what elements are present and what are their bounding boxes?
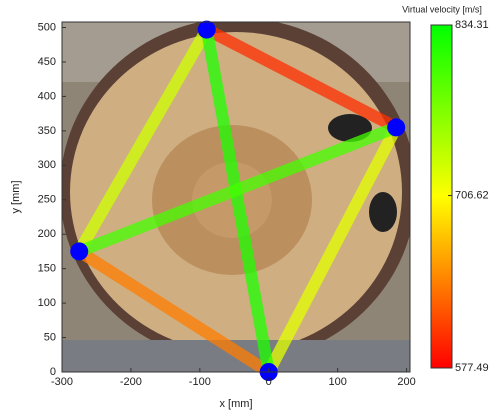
y-tick-label: 400 — [38, 90, 56, 102]
x-tick-label: 0 — [266, 376, 272, 388]
y-tick-label: 150 — [38, 263, 56, 275]
y-tick-label: 0 — [50, 366, 56, 378]
x-tick-label: 100 — [328, 376, 346, 388]
x-axis-label: x [mm] — [220, 398, 253, 410]
colorbar-tick-label: 834.31 — [455, 19, 489, 31]
colorbar-tick-label: 577.49 — [455, 362, 489, 374]
y-tick-label: 450 — [38, 56, 56, 68]
y-tick-label: 200 — [38, 228, 56, 240]
x-tick-label: 200 — [397, 376, 415, 388]
colorbar — [431, 25, 452, 368]
y-tick-label: 350 — [38, 125, 56, 137]
y-tick-label: 100 — [38, 297, 56, 309]
sensor — [70, 242, 88, 260]
sensor — [387, 118, 405, 136]
y-tick-label: 250 — [38, 194, 56, 206]
x-tick-label: -100 — [189, 376, 211, 388]
colorbar-label: Virtual velocity [m/s] — [402, 4, 482, 14]
y-tick-label: 300 — [38, 159, 56, 171]
y-tick-label: 50 — [44, 331, 56, 343]
colorbar-tick-label: 706.62 — [455, 189, 489, 201]
y-tick-label: 500 — [38, 21, 56, 33]
chart: x [mm] y [mm] Virtual velocity [m/s] -30… — [0, 0, 501, 416]
y-axis-label: y [mm] — [10, 181, 22, 214]
sensor — [198, 21, 216, 39]
x-tick-label: -200 — [120, 376, 142, 388]
